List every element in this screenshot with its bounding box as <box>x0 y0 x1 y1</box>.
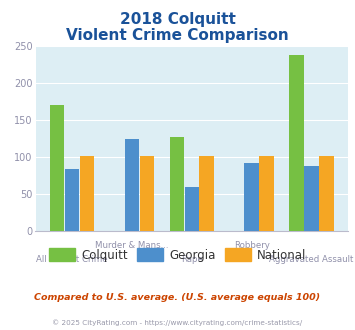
Legend: Colquitt, Georgia, National: Colquitt, Georgia, National <box>44 244 311 266</box>
Text: Aggravated Assault: Aggravated Assault <box>269 255 354 264</box>
Bar <box>140 156 154 231</box>
Bar <box>245 163 259 231</box>
Text: © 2025 CityRating.com - https://www.cityrating.com/crime-statistics/: © 2025 CityRating.com - https://www.city… <box>53 319 302 326</box>
Text: Robbery: Robbery <box>234 241 269 250</box>
Bar <box>289 55 304 231</box>
Bar <box>65 169 79 231</box>
Bar <box>170 137 184 231</box>
Text: Compared to U.S. average. (U.S. average equals 100): Compared to U.S. average. (U.S. average … <box>34 292 321 302</box>
Text: 2018 Colquitt: 2018 Colquitt <box>120 12 235 26</box>
Bar <box>185 187 199 231</box>
Text: Murder & Mans...: Murder & Mans... <box>95 241 169 250</box>
Text: All Violent Crime: All Violent Crime <box>36 255 108 264</box>
Bar <box>50 105 64 231</box>
Bar <box>304 166 319 231</box>
Text: Rape: Rape <box>181 255 203 264</box>
Bar <box>80 156 94 231</box>
Bar <box>260 156 274 231</box>
Text: Violent Crime Comparison: Violent Crime Comparison <box>66 28 289 43</box>
Bar <box>125 139 139 231</box>
Bar <box>319 156 334 231</box>
Bar <box>200 156 214 231</box>
